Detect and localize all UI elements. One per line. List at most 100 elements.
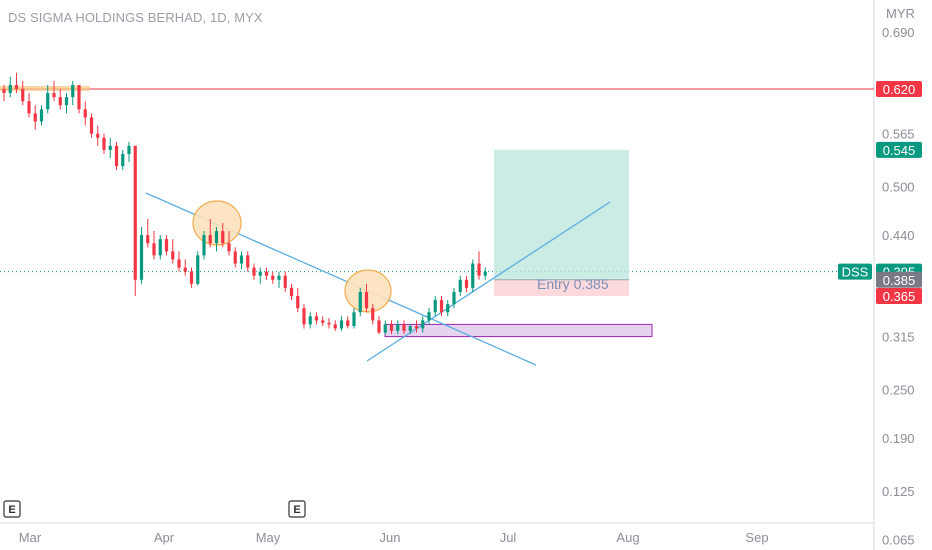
currency-label: MYR	[886, 6, 915, 21]
candle-body	[352, 312, 356, 327]
x-tick-label: Aug	[616, 530, 639, 545]
candle-body	[402, 324, 406, 331]
candle-body	[458, 279, 462, 292]
candle-body	[164, 239, 169, 252]
candle-body	[383, 324, 387, 333]
candle-body	[202, 235, 206, 256]
candle-body	[196, 255, 200, 284]
x-tick-label: Apr	[154, 530, 175, 545]
candle-body	[108, 145, 112, 150]
candle-body	[283, 275, 287, 288]
candle-body	[446, 304, 450, 313]
candle-body	[58, 97, 62, 106]
x-tick-label: May	[256, 530, 281, 545]
support-zone	[384, 323, 653, 338]
candle-body	[483, 271, 487, 276]
candle-body	[89, 117, 94, 134]
candle-body	[177, 259, 181, 268]
candle-body	[302, 308, 306, 325]
candle-body	[389, 324, 394, 331]
candle-body	[64, 97, 69, 106]
candle-body	[46, 93, 50, 110]
y-tick-label: 0.690	[882, 25, 915, 40]
y-tick-label: 0.440	[882, 228, 915, 243]
candle-body	[439, 300, 444, 313]
candle-body	[214, 231, 219, 244]
candle-body	[252, 267, 256, 276]
candle-body	[146, 235, 150, 244]
candle-body	[371, 308, 375, 321]
candle-body	[189, 271, 194, 284]
y-tick-label: 0.125	[882, 484, 915, 499]
candle-body	[396, 324, 400, 331]
x-tick-label: Jul	[500, 530, 517, 545]
candle-body	[477, 263, 481, 276]
symbol-tag-label: DSS	[842, 265, 869, 280]
candle-body	[296, 296, 300, 309]
candle-body	[21, 89, 25, 102]
candle-body	[39, 109, 44, 122]
earnings-marker-label: E	[8, 504, 15, 516]
candle-body	[289, 287, 294, 296]
candle-body	[364, 291, 369, 309]
candle-body	[246, 255, 250, 268]
candle-body	[8, 84, 12, 94]
price-badge-box	[876, 81, 922, 97]
candle-body	[77, 84, 81, 110]
candle-body	[14, 84, 19, 89]
candle-body	[358, 291, 362, 313]
position-target-zone	[494, 149, 629, 280]
earnings-marker-box[interactable]	[3, 500, 21, 518]
candle-body	[152, 243, 156, 256]
candle-body	[158, 239, 162, 256]
candle-body	[208, 235, 212, 244]
candle-body	[314, 316, 319, 321]
candle-body	[414, 326, 419, 329]
price-badge-label: 0.545	[883, 143, 916, 158]
candle-body	[102, 137, 106, 150]
price-badge-label: 0.365	[883, 289, 916, 304]
candle-body	[471, 263, 475, 288]
candle-body	[114, 145, 119, 167]
position-stop-zone	[494, 279, 629, 296]
earnings-marker-box[interactable]	[288, 500, 306, 518]
candle-body	[121, 153, 125, 167]
candle-body	[227, 243, 231, 252]
y-tick-label: 0.500	[882, 179, 915, 194]
price-badge-box	[876, 288, 922, 304]
candle-body	[308, 316, 312, 325]
candle-body	[433, 300, 437, 313]
candle-body	[421, 320, 425, 329]
candle-body	[96, 133, 100, 138]
y-tick-label: 0.250	[882, 382, 915, 397]
candle-body	[2, 89, 6, 94]
x-tick-label: Sep	[745, 530, 768, 545]
chart-title: DS SIGMA HOLDINGS BERHAD, 1D, MYX	[8, 10, 263, 25]
price-badge-box	[876, 141, 922, 158]
candle-body	[83, 109, 87, 118]
highlight-circle	[344, 269, 392, 313]
y-tick-label: 0.065	[882, 533, 915, 548]
y-tick-label: 0.315	[882, 330, 915, 345]
candle-body	[427, 312, 431, 321]
candle-body	[464, 279, 469, 288]
candle-body	[233, 251, 237, 264]
candle-body	[333, 324, 337, 329]
candle-body	[127, 145, 131, 154]
candle-body	[408, 326, 412, 331]
symbol-tag-box	[838, 263, 872, 280]
price-badge-label: 0.385	[883, 273, 916, 288]
candle-body	[221, 231, 225, 244]
price-badge-box	[876, 271, 922, 288]
candle-body	[271, 275, 275, 280]
candle-body	[52, 93, 56, 98]
candle-body	[239, 255, 244, 264]
candle-body	[277, 275, 281, 280]
x-tick-label: Mar	[19, 530, 42, 545]
earnings-marker-label: E	[293, 504, 300, 516]
candle-body	[27, 101, 31, 114]
candle-body	[139, 235, 144, 280]
candle-body	[171, 251, 175, 260]
